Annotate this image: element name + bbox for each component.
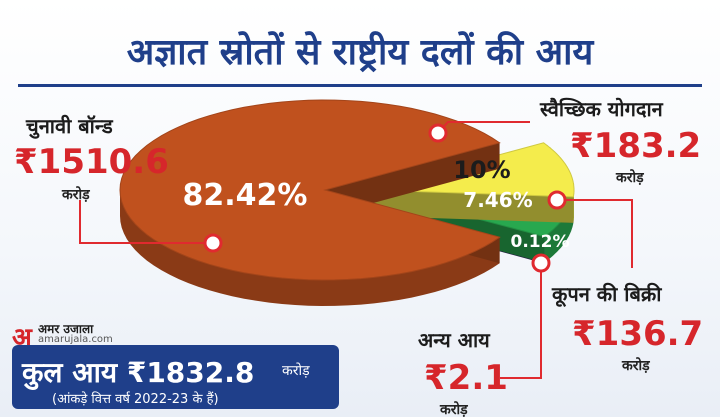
pie-slice-side-1 [573, 190, 574, 223]
slice-label-voluntary: स्वैच्छिक योगदान [540, 97, 663, 121]
slice-amount-electoral-bonds: ₹1510.6 [14, 142, 169, 182]
pie-slice-cut-1-1 [369, 190, 574, 223]
callout-dot-voluntary [428, 123, 448, 143]
callout-line-electoral-bonds [79, 200, 213, 244]
slice-label-electoral-bonds: चुनावी बॉन्ड [26, 114, 113, 138]
total-income-box: कुल आय ₹1832.8 करोड़ (आंकड़े वित्त वर्ष … [12, 345, 339, 409]
slice-unit-electoral-bonds: करोड़ [62, 187, 90, 203]
pie-group: 82.42% 10% 7.46% 0.12% [79, 99, 633, 379]
total-income-label: कुल आय ₹1832.8 [22, 356, 255, 389]
callout-dot-other [531, 253, 551, 273]
callout-dot-electoral-bonds [203, 233, 223, 253]
callout-line-coupons [557, 199, 633, 268]
callout-line-other [500, 263, 542, 379]
pie-percent-label: 0.12% [511, 232, 570, 252]
slice-unit-other: करोड़ [440, 402, 468, 418]
chart-title: अज्ञात स्रोतों से राष्ट्रीय दलों की आय [126, 32, 594, 73]
total-income-note: (आंकड़े वित्त वर्ष 2022-23 के हैं) [52, 392, 219, 407]
slice-amount-other: ₹2.1 [424, 358, 508, 398]
slice-amount-coupons: ₹136.7 [572, 314, 704, 354]
slice-unit-voluntary: करोड़ [616, 170, 644, 186]
pie-slice-side-2 [544, 196, 574, 263]
pie-percent-label: 10% [453, 156, 510, 184]
total-income-unit: करोड़ [282, 363, 310, 379]
slice-unit-coupons: करोड़ [622, 358, 650, 374]
title-divider [18, 84, 702, 87]
slice-label-coupons: कूपन की बिक्री [552, 282, 662, 306]
pie-slice-side-0 [120, 190, 500, 306]
pie-percent-label: 7.46% [463, 188, 532, 212]
pie-percent-label: 82.42% [183, 178, 308, 213]
slice-amount-voluntary: ₹183.2 [570, 126, 702, 166]
amarujala-logo: अ अमर उजाला amarujala.com [12, 318, 152, 353]
logo-name: अमर उजाला [38, 322, 94, 336]
slice-label-other: अन्य आय [418, 328, 490, 352]
pie-slice-cut-0-1 [325, 142, 500, 216]
logo-url: amarujala.com [38, 334, 113, 345]
callout-dot-coupons [547, 190, 567, 210]
